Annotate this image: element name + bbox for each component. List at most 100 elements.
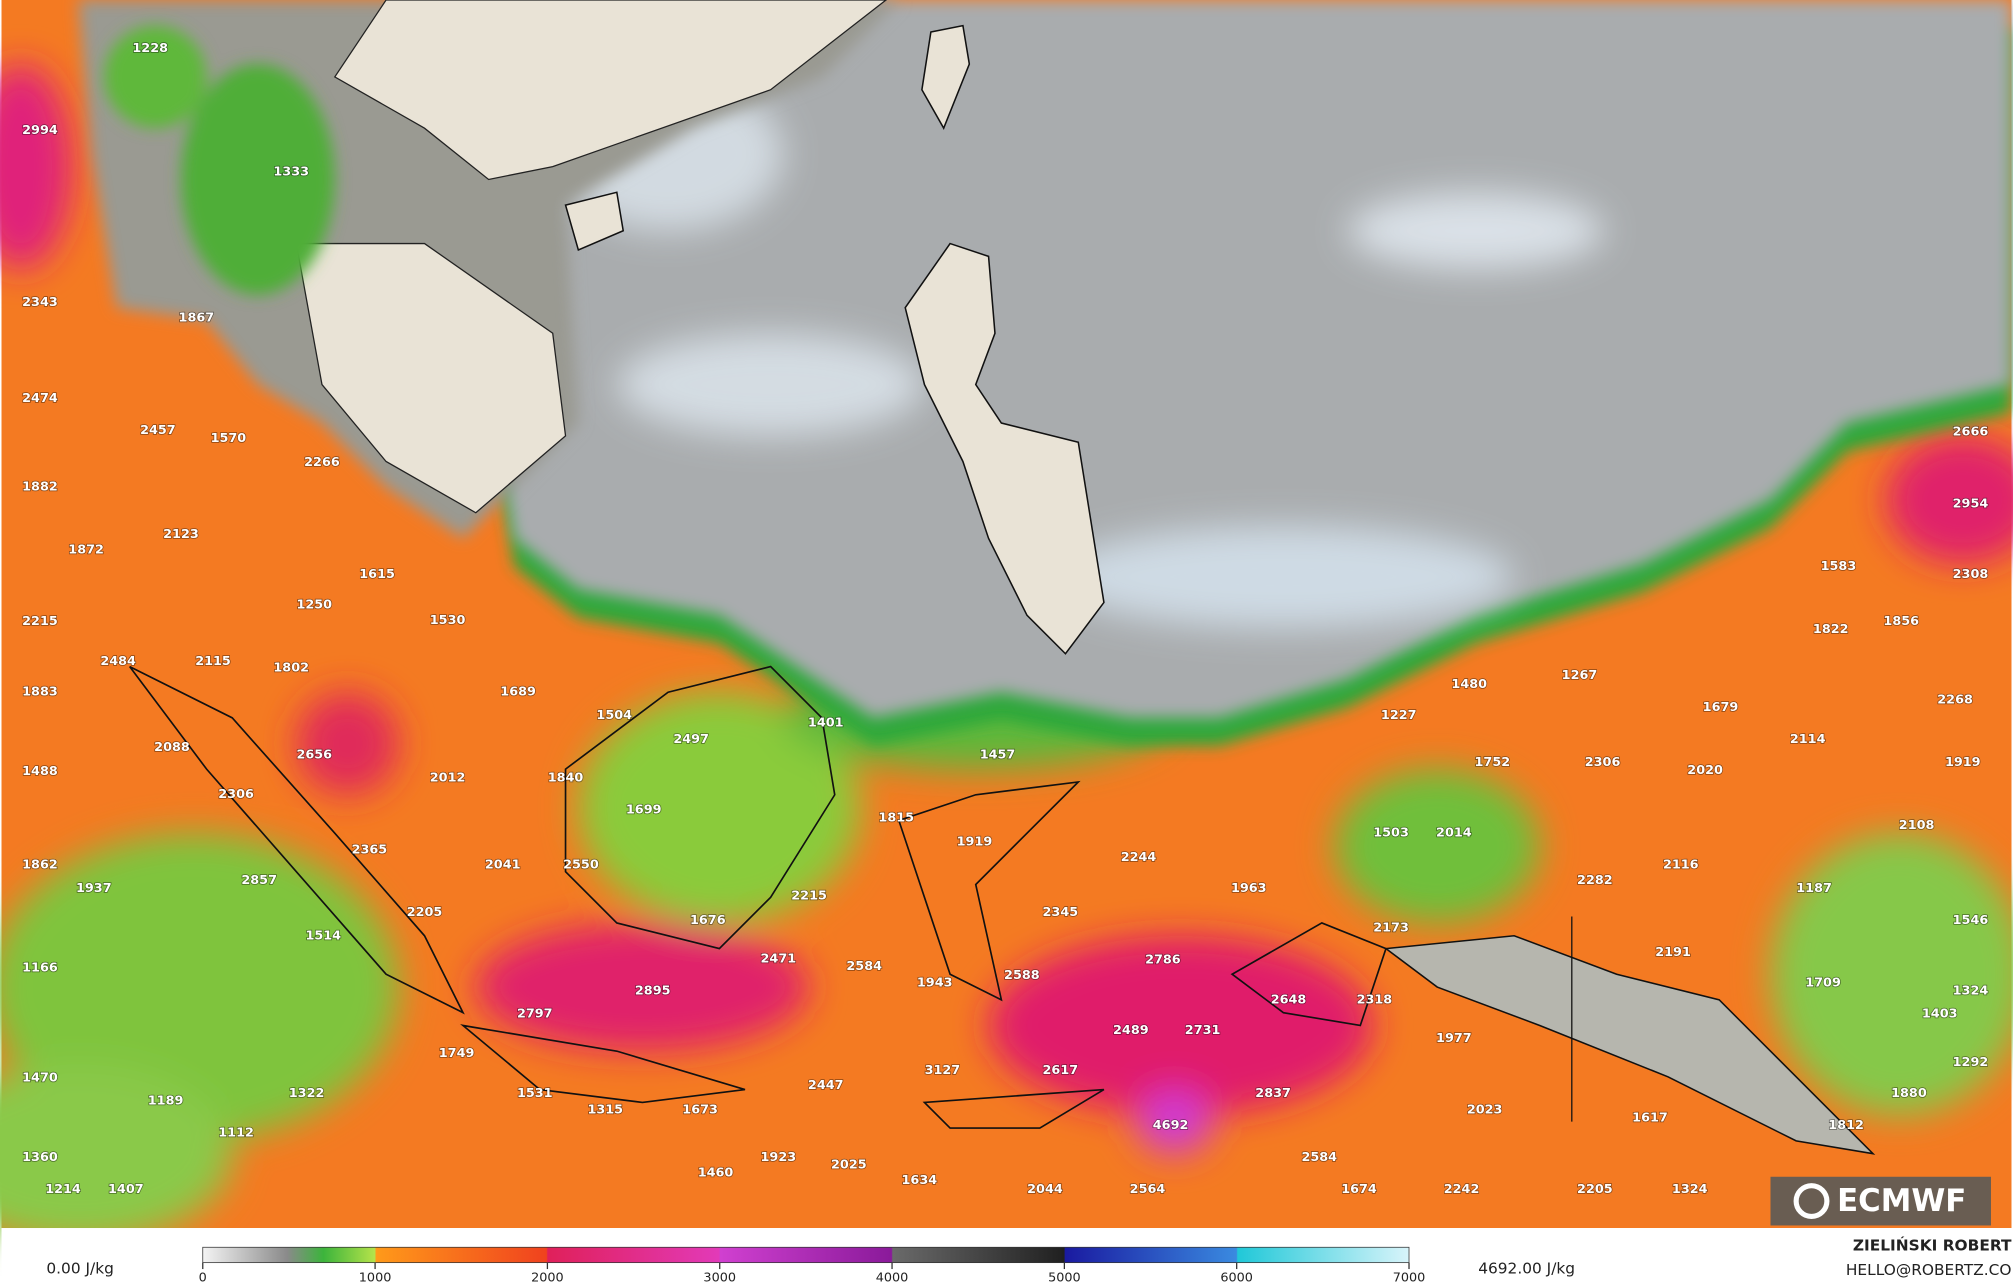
- cape-label: 1617: [1632, 1110, 1668, 1125]
- cape-label: 2584: [1301, 1150, 1337, 1165]
- cape-label: 2797: [517, 1006, 553, 1021]
- cape-label: 2457: [140, 423, 176, 438]
- cape-label: 1250: [296, 598, 332, 613]
- cape-label: 2588: [1004, 968, 1040, 983]
- cape-label: 1403: [1922, 1006, 1958, 1021]
- cape-label: 2345: [1043, 905, 1079, 920]
- cape-label: 2088: [154, 740, 190, 755]
- colorbar-tick-label: 6000: [1220, 1271, 1253, 1286]
- cape-label: 2173: [1373, 921, 1409, 936]
- colorbar-tick-label: 7000: [1393, 1271, 1426, 1286]
- cape-label: 1840: [548, 771, 584, 786]
- field: [0, 0, 2013, 1244]
- cape-label: 2308: [1953, 567, 1989, 582]
- cape-labels: 1228 2994 1333 2343 1867 2474 2457 1570 2266 1882…: [21, 40, 1989, 1197]
- cape-label: 2044: [1027, 1182, 1063, 1197]
- cape-label: 2012: [430, 771, 466, 786]
- cape-label: 1872: [68, 542, 104, 557]
- cape-label: 1689: [500, 685, 536, 700]
- cape-label: 1963: [1231, 881, 1267, 896]
- cape-label: 1919: [1945, 755, 1981, 770]
- colorbar-ticks: 0 1000 2000 3000 4000 5000 6000 7000: [199, 1262, 1426, 1286]
- cape-label: 2205: [1577, 1182, 1613, 1197]
- cape-label: 2123: [163, 527, 199, 542]
- cape-label: 2857: [241, 873, 277, 888]
- cape-label: 2191: [1655, 945, 1691, 960]
- cape-label: 1822: [1813, 622, 1849, 637]
- cape-label: 2306: [218, 787, 254, 802]
- cape-label: 1937: [76, 881, 112, 896]
- cape-label: 2497: [673, 732, 709, 747]
- cape-label: 2244: [1121, 850, 1157, 865]
- cape-label: 1333: [273, 164, 309, 179]
- cape-label: 2242: [1444, 1182, 1480, 1197]
- cape-label: 1977: [1436, 1031, 1472, 1046]
- colorbar-tick-label: 4000: [876, 1271, 909, 1286]
- colorbar-tick-label: 0: [199, 1271, 207, 1286]
- cape-label: 1488: [22, 764, 58, 779]
- cape-label: 2617: [1043, 1063, 1079, 1078]
- cape-label: 2786: [1145, 953, 1181, 968]
- cape-label: 1460: [698, 1165, 734, 1180]
- cape-label: 1570: [211, 431, 247, 446]
- logo: ECMWF: [1770, 1176, 1991, 1226]
- cape-label: 1802: [273, 660, 309, 675]
- cape-label: 1923: [761, 1150, 797, 1165]
- cape-label: 1615: [359, 567, 395, 582]
- cape-label: 2648: [1271, 992, 1307, 1007]
- logo-text: ECMWF: [1837, 1183, 1966, 1219]
- cape-label: 1812: [1828, 1118, 1864, 1133]
- cape-label: 1531: [517, 1086, 553, 1101]
- cape-label: 1674: [1341, 1182, 1377, 1197]
- cape-label: 2114: [1790, 732, 1826, 747]
- cape-label: 2318: [1357, 992, 1393, 1007]
- cape-label: 1360: [22, 1150, 58, 1165]
- cape-label: 2268: [1937, 692, 1973, 707]
- cape-label: 1503: [1373, 826, 1409, 841]
- cape-label: 2447: [808, 1078, 844, 1093]
- cape-label: 1315: [587, 1103, 623, 1118]
- cape-label: 2564: [1130, 1182, 1166, 1197]
- cape-label: 2014: [1436, 826, 1472, 841]
- cape-label: 1189: [148, 1094, 184, 1109]
- cape-label: 2116: [1663, 858, 1699, 873]
- cape-label: 1676: [690, 913, 726, 928]
- cape-label: 1324: [1953, 983, 1989, 998]
- cape-label: 1324: [1672, 1182, 1708, 1197]
- cape-label: 1943: [917, 976, 953, 991]
- cape-label: 2215: [791, 889, 827, 904]
- colorbar-tick-label: 1000: [359, 1271, 392, 1286]
- cape-label: 2306: [1585, 755, 1621, 770]
- colorbar-tick-label: 5000: [1048, 1271, 1081, 1286]
- cape-label: 1267: [1562, 668, 1598, 683]
- cape-label: 1112: [218, 1126, 254, 1141]
- cape-label: 2365: [352, 842, 388, 857]
- cape-label: 1514: [305, 928, 341, 943]
- cape-label: 1862: [22, 858, 58, 873]
- email: HELLO@ROBERTZ.CO: [1846, 1261, 2012, 1279]
- cape-label: 1187: [1796, 881, 1832, 896]
- cape-label: 1530: [430, 613, 466, 628]
- cape-label: 1856: [1883, 614, 1919, 629]
- cape-label: 1709: [1805, 976, 1841, 991]
- cape-label: 1546: [1953, 913, 1989, 928]
- cape-label: 1749: [439, 1046, 475, 1061]
- cape-label: 4692: [1153, 1118, 1189, 1133]
- cape-label: 1883: [22, 685, 58, 700]
- cape-label: 1480: [1451, 677, 1487, 692]
- cape-label: 2215: [22, 614, 58, 629]
- cape-label: 1882: [22, 480, 58, 495]
- colorbar-tick-label: 2000: [531, 1271, 564, 1286]
- cape-label: 2954: [1953, 496, 1989, 511]
- colorbar: [202, 1246, 1410, 1264]
- cape-label: 1401: [808, 715, 844, 730]
- cape-label: 1673: [682, 1103, 718, 1118]
- cape-label: 1227: [1381, 708, 1417, 723]
- cape-label: 1504: [596, 708, 632, 723]
- cape-label: 3127: [925, 1063, 961, 1078]
- cape-label: 2205: [407, 905, 443, 920]
- cape-label: 1457: [980, 748, 1016, 763]
- cape-label: 1699: [626, 803, 662, 818]
